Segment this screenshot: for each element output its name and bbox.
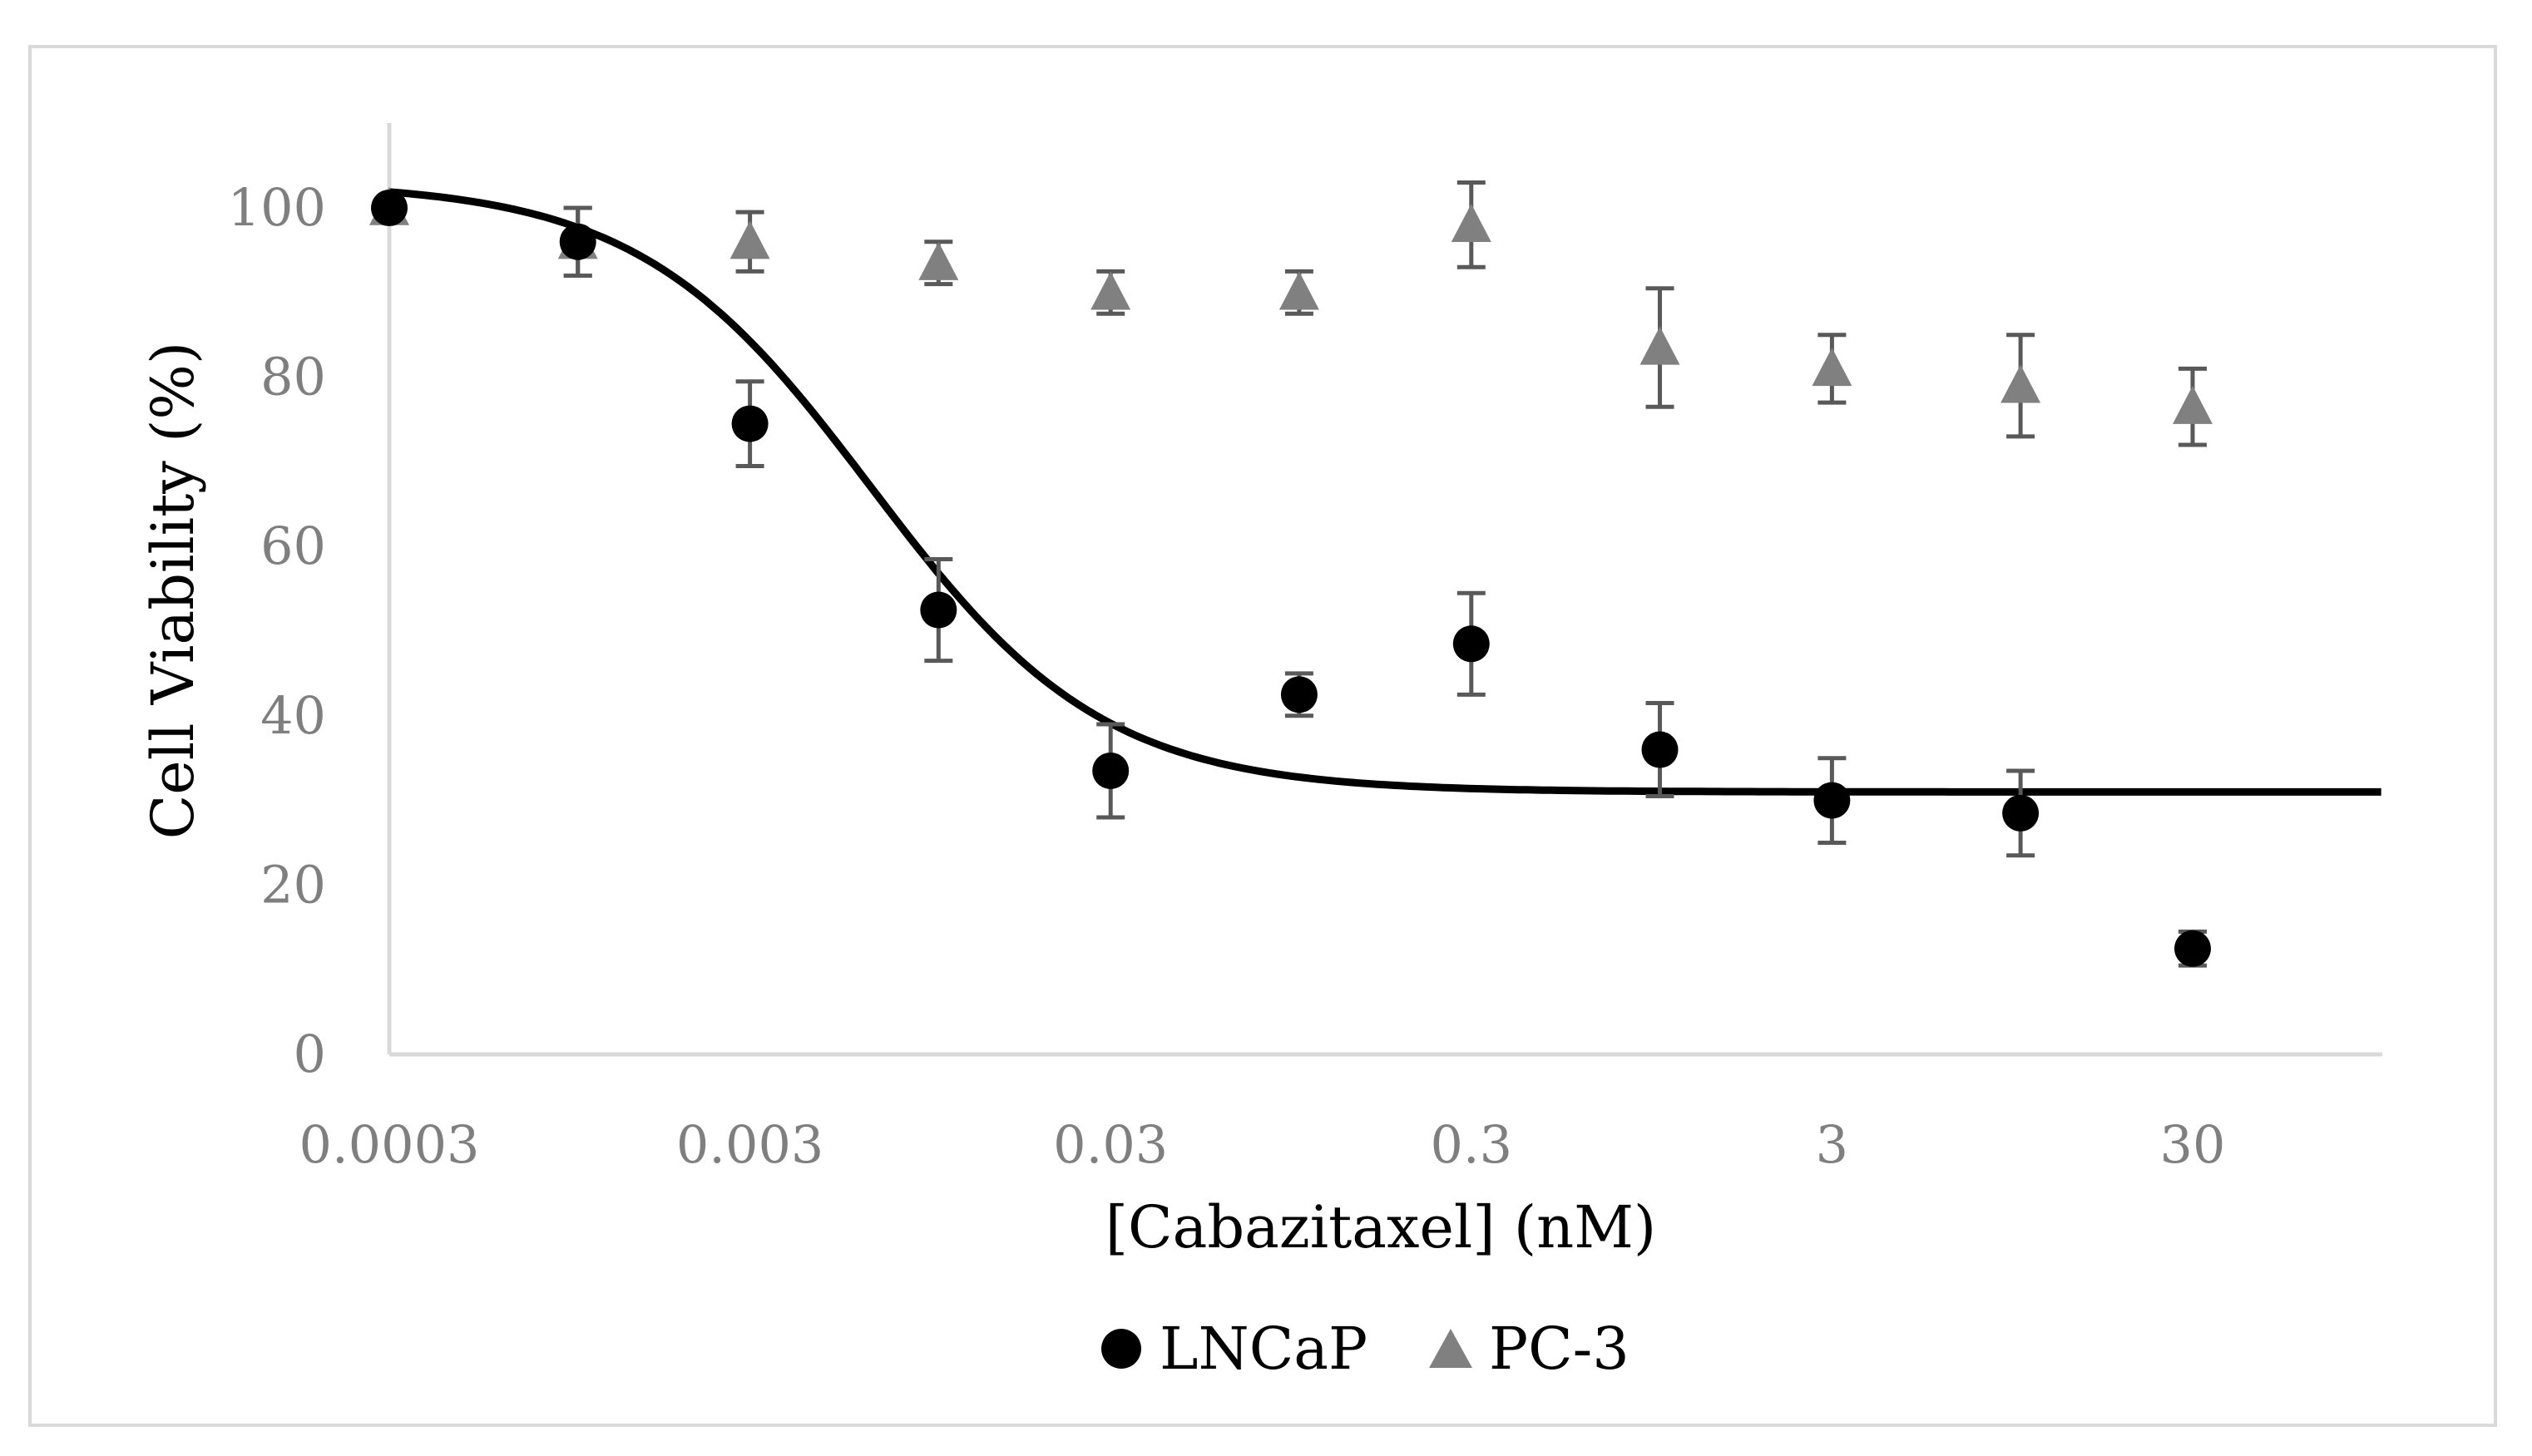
y-axis-title: Cell Viability (%): [139, 342, 207, 840]
lncap-point: [559, 223, 596, 260]
lncap-point: [1641, 731, 1679, 768]
pc3-point: [2000, 364, 2041, 403]
lncap-point: [731, 405, 769, 442]
lncap-point: [1280, 676, 1318, 713]
pc3-point: [729, 220, 770, 259]
legend-pc3-marker: [1429, 1329, 1472, 1368]
x-tick-label: 0.0003: [299, 1114, 480, 1175]
y-tick-labels: 0 20 40 60 80 100: [228, 177, 326, 1084]
legend: LNCaP PC-3: [1101, 1315, 1629, 1383]
pc3-point: [1639, 326, 1680, 365]
x-tick-label: 3: [1816, 1114, 1848, 1175]
y-tick-label: 60: [260, 516, 326, 576]
y-tick-label: 100: [228, 177, 326, 238]
pc3-point: [918, 241, 959, 280]
x-axis-title: [Cabazitaxel] (nM): [1105, 1193, 1657, 1261]
lncap-point: [2002, 794, 2040, 832]
x-tick-labels: 0.0003 0.003 0.03 0.3 3 30: [299, 1114, 2226, 1175]
lncap-point: [371, 190, 408, 226]
lncap-fit-curve: [388, 188, 2381, 796]
legend-lncap-label: LNCaP: [1160, 1315, 1367, 1383]
series-pc3: [369, 180, 2213, 447]
lncap-point: [2174, 930, 2211, 967]
legend-pc3-label: PC-3: [1489, 1315, 1629, 1383]
y-tick-label: 0: [294, 1024, 326, 1084]
x-tick-label: 0.03: [1053, 1114, 1168, 1175]
data-series: [369, 180, 2213, 968]
chart-frame: [28, 45, 2497, 1427]
lncap-point: [1092, 752, 1130, 789]
lncap-point: [920, 591, 957, 629]
pc3-point: [1812, 348, 1852, 387]
y-tick-label: 20: [260, 854, 326, 915]
pc3-point: [2173, 385, 2213, 424]
pc3-point: [1278, 271, 1319, 310]
y-tick-label: 40: [260, 685, 326, 746]
lncap-point: [1813, 782, 1851, 819]
series-lncap: [371, 190, 2211, 968]
pc3-point: [1451, 204, 1491, 243]
legend-lncap-marker: [1101, 1329, 1141, 1369]
x-tick-label: 30: [2160, 1114, 2226, 1175]
x-tick-label: 0.3: [1430, 1114, 1512, 1175]
y-tick-label: 80: [260, 347, 326, 407]
lncap-point: [1452, 625, 1490, 663]
pc3-point: [1090, 271, 1131, 310]
x-tick-label: 0.003: [676, 1114, 824, 1175]
